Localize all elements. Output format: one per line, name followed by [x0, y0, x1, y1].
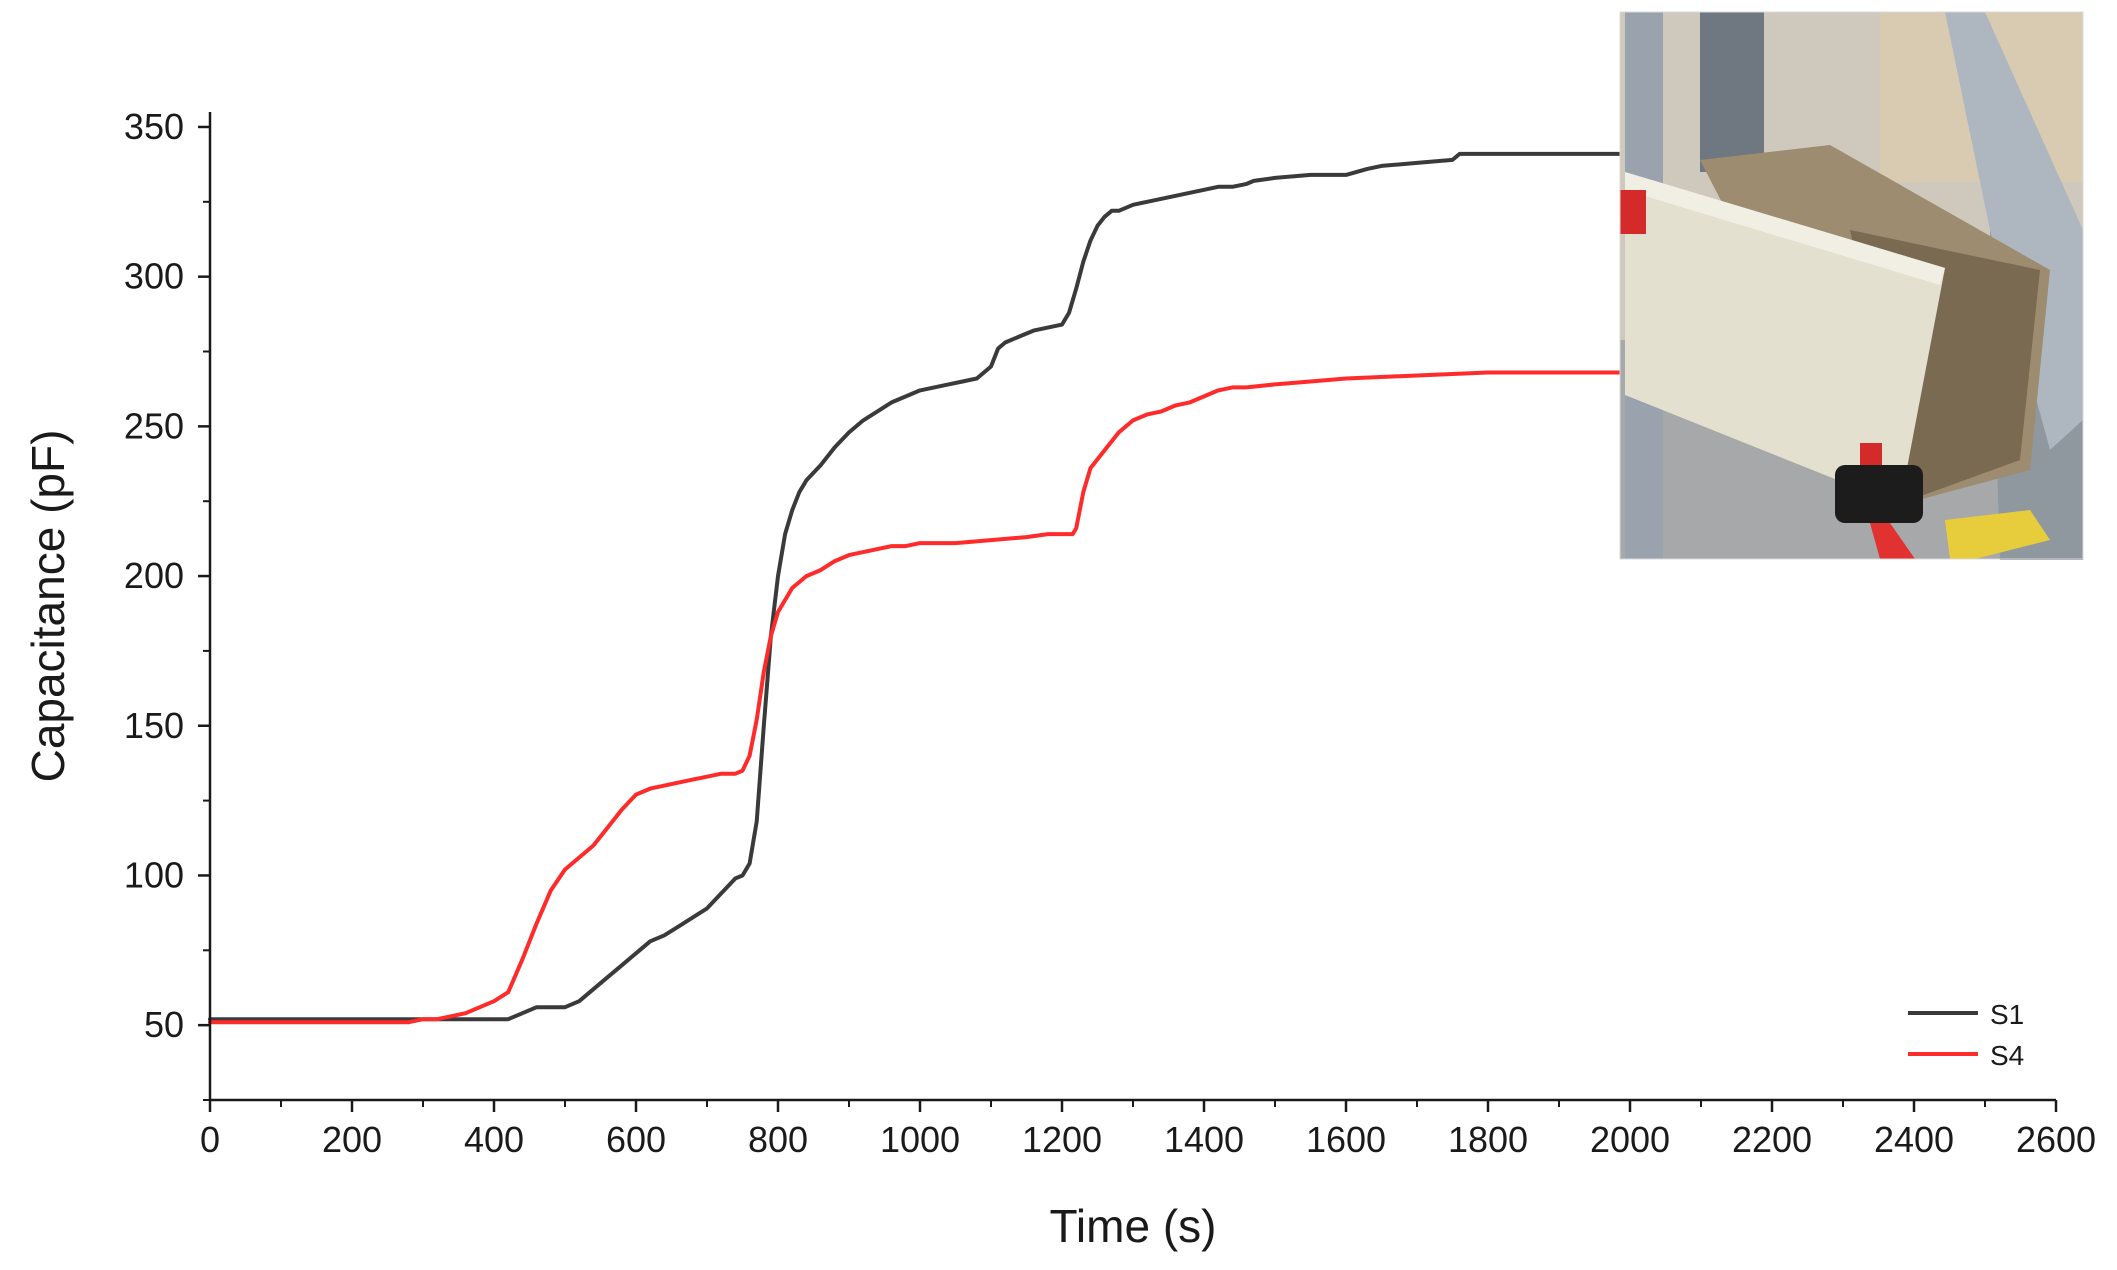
- inset-photo: [1619, 11, 2084, 560]
- y-tick-label-100: 100: [124, 854, 184, 895]
- y-tick-label-250: 250: [124, 405, 184, 446]
- series-line-s4: [208, 370, 1632, 1025]
- x-tick-label-2200: 2200: [1732, 1119, 1812, 1160]
- x-tick-label-400: 400: [464, 1119, 524, 1160]
- x-tick-label-1400: 1400: [1164, 1119, 1244, 1160]
- legend: S1 S4: [1908, 999, 2024, 1071]
- y-ticks: 50 100 150 200 250 300 350: [124, 106, 210, 1101]
- x-tick-label-0: 0: [200, 1119, 220, 1160]
- x-tick-label-2400: 2400: [1874, 1119, 1954, 1160]
- x-ticks: 0 200 400 600 800 1000 1200 1400 1600 1800 2000 220…: [200, 1100, 2096, 1160]
- series-line-s1: [208, 151, 1632, 1022]
- y-tick-label-50: 50: [144, 1004, 184, 1045]
- y-tick-label-150: 150: [124, 705, 184, 746]
- y-tick-label-350: 350: [124, 106, 184, 147]
- y-axis-title: Capacitance (pF): [22, 430, 74, 783]
- x-tick-label-2600: 2600: [2016, 1119, 2096, 1160]
- legend-label-s4: S4: [1990, 1040, 2024, 1071]
- x-tick-label-1600: 1600: [1306, 1119, 1386, 1160]
- x-tick-label-600: 600: [606, 1119, 666, 1160]
- x-tick-label-1800: 1800: [1448, 1119, 1528, 1160]
- x-tick-label-1000: 1000: [880, 1119, 960, 1160]
- legend-label-s1: S1: [1990, 999, 2024, 1030]
- x-tick-label-2000: 2000: [1590, 1119, 1670, 1160]
- x-tick-label-800: 800: [748, 1119, 808, 1160]
- x-tick-label-1200: 1200: [1022, 1119, 1102, 1160]
- plot-area: [208, 151, 1632, 1025]
- x-tick-label-200: 200: [322, 1119, 382, 1160]
- y-tick-label-200: 200: [124, 555, 184, 596]
- x-axis-title: Time (s): [1050, 1200, 1217, 1252]
- y-tick-label-300: 300: [124, 256, 184, 297]
